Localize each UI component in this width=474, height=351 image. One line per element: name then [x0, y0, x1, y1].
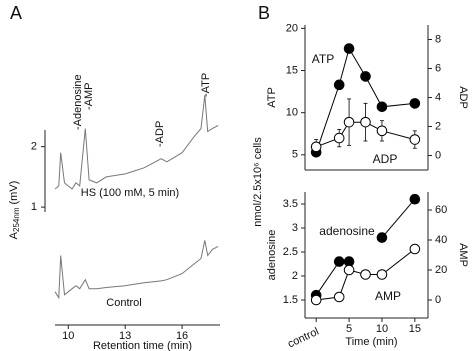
x-axis-label: Time (min): [345, 336, 397, 348]
data-point: [376, 269, 388, 280]
trace: [54, 240, 219, 300]
series-label: AMP: [375, 289, 401, 303]
data-point: [343, 43, 355, 54]
y-tick-label: 2.5: [283, 246, 298, 258]
trace: [54, 95, 219, 190]
peak-label: -ADP: [154, 121, 166, 147]
data-point: [409, 134, 421, 145]
y-tick-label: 20: [286, 22, 298, 34]
data-point: [343, 264, 355, 276]
panel-label: A: [10, 3, 22, 23]
x-tick-label: 16: [176, 330, 188, 342]
y-tick-label: 10: [286, 107, 298, 119]
x-tick-label: 10: [62, 330, 74, 342]
trace-label: Control: [106, 297, 141, 309]
y2-tick-label: 2: [435, 120, 441, 132]
data-point: [360, 71, 371, 82]
y2-axis-label: AMP: [457, 243, 469, 267]
y-axis-label: ATP: [266, 87, 278, 108]
data-point: [343, 116, 355, 128]
panel-label: B: [258, 3, 270, 23]
data-point: [360, 116, 371, 128]
y-tick-label: 2: [292, 270, 298, 282]
series-label: ATP: [312, 52, 334, 66]
y2-axis-label: ADP: [457, 86, 469, 109]
data-point: [409, 193, 421, 205]
peak-label: -Adenosine: [72, 74, 84, 130]
y-tick-label: 3: [292, 222, 298, 234]
data-point: [376, 101, 388, 113]
x-tick-label: 10: [376, 323, 388, 335]
peak-label: -ATP: [200, 73, 212, 97]
y-label-sub: 254nm: [12, 207, 21, 232]
series-line: [315, 47, 415, 153]
y-tick-label: 2: [31, 141, 37, 153]
y-tick-label: 1: [31, 201, 37, 213]
y2-tick-label: 0: [435, 149, 441, 161]
data-point: [333, 132, 345, 144]
data-point: [333, 291, 345, 303]
y2-tick-label: 0: [435, 294, 441, 306]
data-point: [333, 79, 345, 91]
x-tick-label: 5: [346, 323, 352, 335]
y-label-unit: (mV): [8, 181, 20, 205]
x-axis-label: Retention time (min): [93, 340, 192, 351]
trace-label: HS (100 mM, 5 min): [81, 187, 179, 199]
y-tick-label: 3.5: [283, 198, 298, 210]
data-point: [310, 141, 322, 153]
x-tick-label: 13: [119, 330, 131, 342]
data-point: [376, 125, 388, 137]
series-label: ADP: [373, 152, 398, 166]
y2-tick-label: 4: [435, 91, 441, 103]
y2-tick-label: 8: [435, 33, 441, 45]
y-tick-label: 5: [292, 149, 298, 161]
y-label-main: A: [8, 231, 20, 239]
series-line: [315, 198, 416, 296]
shared-y-label: nmol/2.5x10⁶ cells: [252, 137, 264, 227]
data-point: [409, 243, 421, 255]
data-point: [310, 294, 322, 306]
y2-tick-label: 40: [435, 234, 447, 246]
y-axis-label: adenosine: [266, 230, 278, 281]
y-tick-label: 15: [286, 64, 298, 76]
y-axis-label: A254nm (mV): [8, 181, 21, 240]
data-point: [376, 232, 388, 243]
series-label: adenosine: [319, 224, 375, 238]
data-point: [409, 98, 421, 109]
x-tick-label: control: [286, 326, 321, 351]
y2-tick-label: 20: [435, 264, 447, 276]
y2-tick-label: 60: [435, 204, 447, 216]
x-tick-label: 15: [409, 323, 421, 335]
y2-tick-label: 6: [435, 62, 441, 74]
data-point: [333, 256, 345, 267]
data-point: [360, 269, 371, 280]
peak-label: -AMP: [83, 83, 95, 111]
y-tick-label: 1.5: [283, 294, 298, 306]
